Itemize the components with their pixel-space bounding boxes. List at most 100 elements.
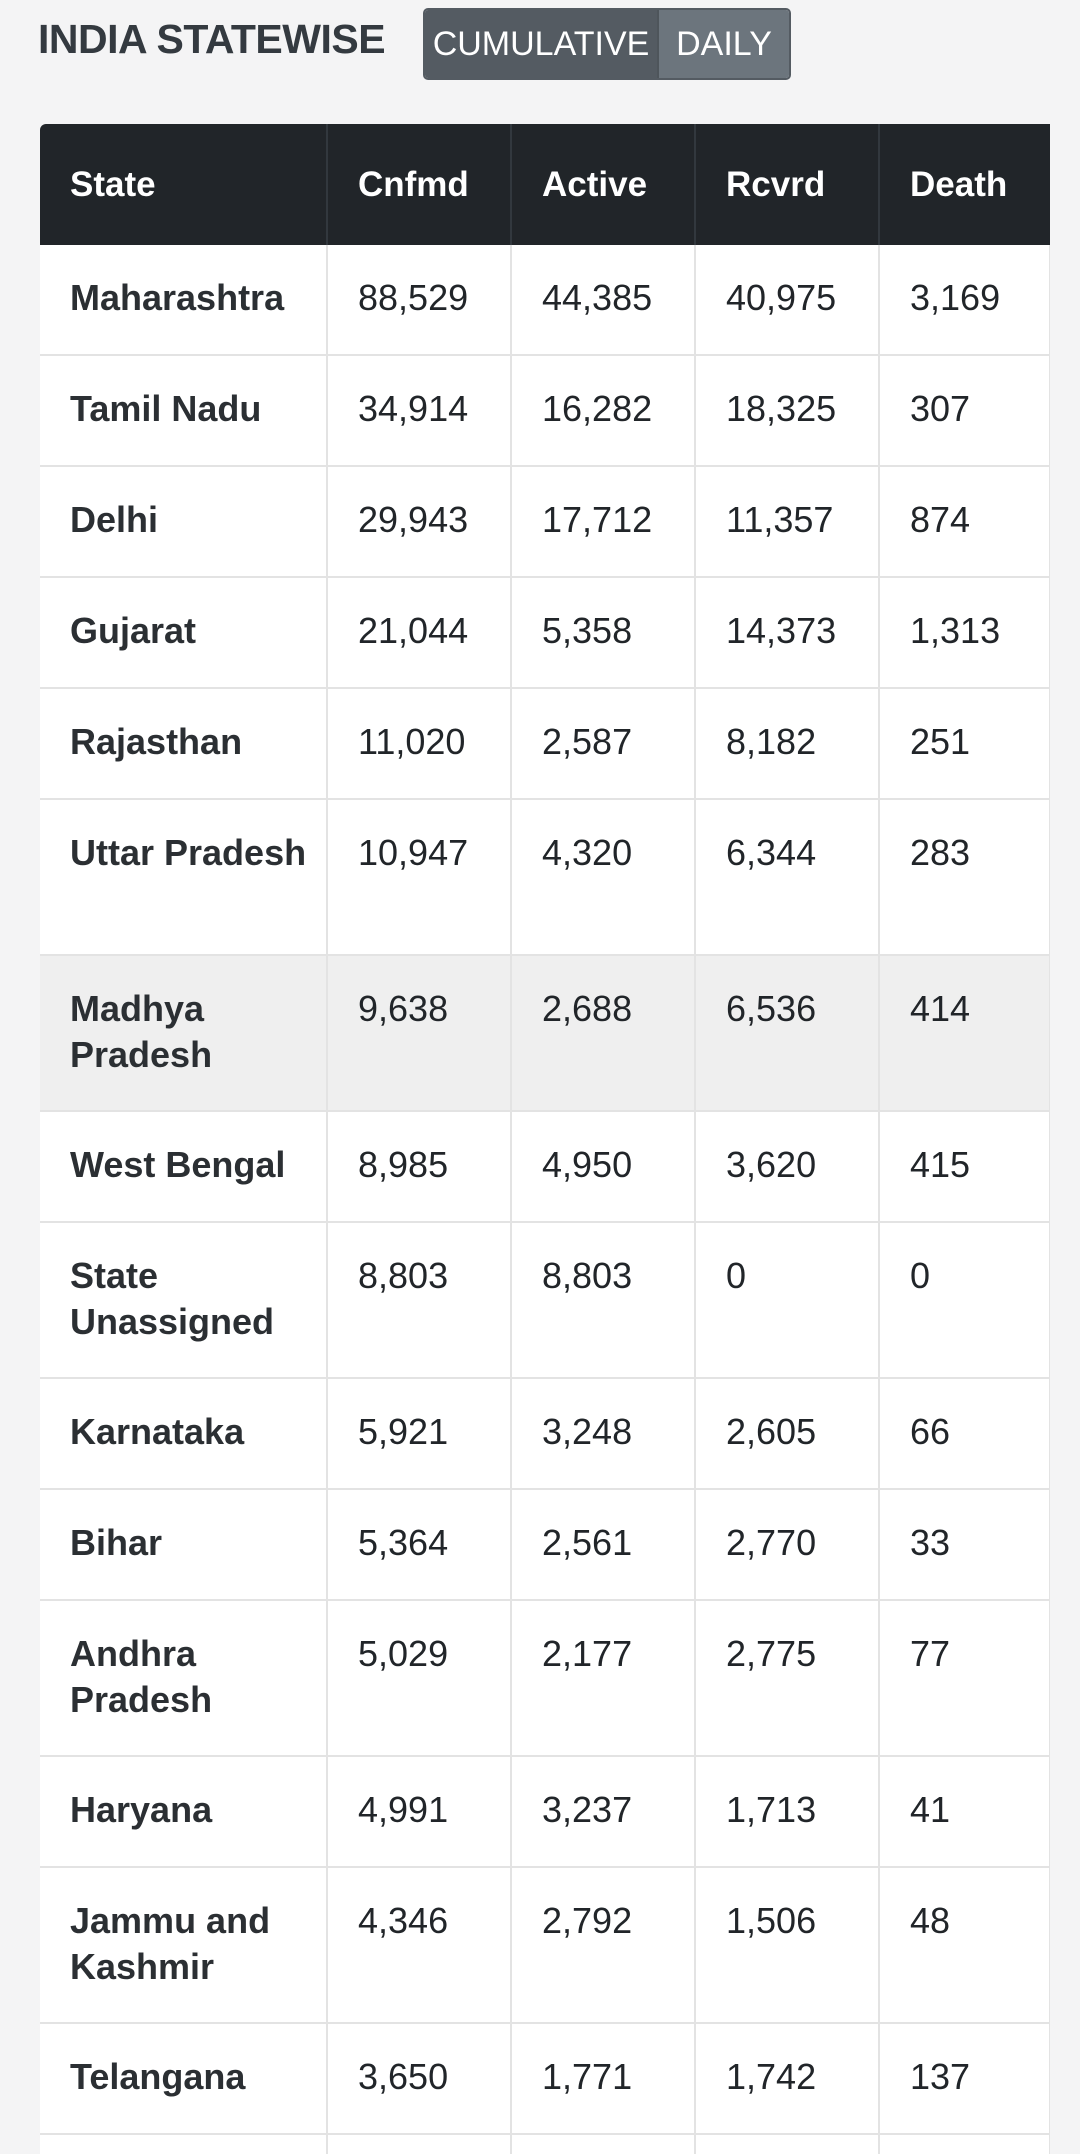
cell-state: Bihar: [40, 1489, 328, 1601]
cell-confirmed: 11,020: [327, 688, 512, 800]
cell-deaths: 251: [879, 688, 1050, 800]
column-header-recovered[interactable]: Rcvrd: [695, 124, 880, 245]
cell-active: 2,561: [511, 1489, 696, 1601]
cell-confirmed: 4,991: [327, 1756, 512, 1868]
cell-deaths: 66: [879, 1378, 1050, 1490]
cell-state: West Bengal: [40, 1111, 328, 1223]
cell-active: 44,385: [511, 245, 696, 356]
page-title: INDIA STATEWISE: [38, 16, 386, 62]
cell-active: 4,320: [511, 799, 696, 956]
cell-state: Rajasthan: [40, 688, 328, 800]
column-header-active[interactable]: Active: [511, 124, 696, 245]
statewise-table: State Cnfmd Active Rcvrd Death Maharasht…: [40, 124, 1050, 2154]
top-bar: INDIA STATEWISE CUMULATIVE DAILY: [0, 0, 1080, 90]
cell-recovered: 6,536: [695, 955, 880, 1112]
cell-active: 1,771: [511, 2023, 696, 2135]
cell-recovered: 3,620: [695, 1111, 880, 1223]
cell-deaths: 1,313: [879, 577, 1050, 689]
cell-confirmed: 88,529: [327, 245, 512, 356]
cell-active: 5,358: [511, 577, 696, 689]
table-row[interactable]: Maharashtra 88,529 44,385 40,975 3,169: [40, 245, 1050, 356]
cell-empty: [879, 2134, 1050, 2154]
cell-state: State Unassigned: [40, 1222, 328, 1379]
cell-deaths: 77: [879, 1600, 1050, 1757]
column-header-confirmed[interactable]: Cnfmd: [327, 124, 512, 245]
cell-deaths: 415: [879, 1111, 1050, 1223]
cell-recovered: 2,605: [695, 1378, 880, 1490]
cell-recovered: 11,357: [695, 466, 880, 578]
cell-state: Delhi: [40, 466, 328, 578]
table-row[interactable]: Madhya Pradesh 9,638 2,688 6,536 414: [40, 955, 1050, 1112]
column-header-state[interactable]: State: [40, 124, 328, 245]
table-row[interactable]: Andhra Pradesh 5,029 2,177 2,775 77: [40, 1600, 1050, 1757]
view-toggle: CUMULATIVE DAILY: [423, 8, 791, 80]
table-row[interactable]: Gujarat 21,044 5,358 14,373 1,313: [40, 577, 1050, 689]
table-row[interactable]: Rajasthan 11,020 2,587 8,182 251: [40, 688, 1050, 800]
cell-recovered: 8,182: [695, 688, 880, 800]
cell-deaths: 0: [879, 1222, 1050, 1379]
cell-state: Uttar Pradesh: [40, 799, 328, 956]
cell-recovered: 40,975: [695, 245, 880, 356]
table-row[interactable]: West Bengal 8,985 4,950 3,620 415: [40, 1111, 1050, 1223]
cell-recovered: 2,770: [695, 1489, 880, 1601]
cell-recovered: 18,325: [695, 355, 880, 467]
column-header-deaths[interactable]: Death: [910, 164, 1008, 204]
cell-confirmed: 21,044: [327, 577, 512, 689]
table-row[interactable]: Delhi 29,943 17,712 11,357 874: [40, 466, 1050, 578]
cell-empty: [511, 2134, 696, 2154]
cell-state: Haryana: [40, 1756, 328, 1868]
cell-recovered: 14,373: [695, 577, 880, 689]
cell-confirmed: 5,921: [327, 1378, 512, 1490]
cell-active: 2,688: [511, 955, 696, 1112]
cell-empty: [40, 2134, 328, 2154]
cell-state: Gujarat: [40, 577, 328, 689]
cell-active: 8,803: [511, 1222, 696, 1379]
cell-active: 2,587: [511, 688, 696, 800]
cell-empty: [327, 2134, 512, 2154]
daily-button[interactable]: DAILY: [657, 10, 789, 78]
cell-deaths: 41: [879, 1756, 1050, 1868]
table-row[interactable]: Bihar 5,364 2,561 2,770 33: [40, 1489, 1050, 1601]
cell-recovered: 1,506: [695, 1867, 880, 2024]
cell-deaths: 874: [879, 466, 1050, 578]
table-row[interactable]: Uttar Pradesh 10,947 4,320 6,344 283: [40, 799, 1050, 956]
cell-confirmed: 4,346: [327, 1867, 512, 2024]
cell-state: Madhya Pradesh: [40, 955, 328, 1112]
cell-recovered: 2,775: [695, 1600, 880, 1757]
table-row[interactable]: Tamil Nadu 34,914 16,282 18,325 307: [40, 355, 1050, 467]
cell-recovered: 1,713: [695, 1756, 880, 1868]
cell-active: 4,950: [511, 1111, 696, 1223]
table-row-partial: [40, 2134, 1050, 2154]
cell-deaths: 33: [879, 1489, 1050, 1601]
table-row[interactable]: Karnataka 5,921 3,248 2,605 66: [40, 1378, 1050, 1490]
cell-state: Karnataka: [40, 1378, 328, 1490]
cell-confirmed: 3,650: [327, 2023, 512, 2135]
table-row[interactable]: State Unassigned 8,803 8,803 0 0: [40, 1222, 1050, 1379]
table-row[interactable]: Haryana 4,991 3,237 1,713 41: [40, 1756, 1050, 1868]
cell-deaths: 283: [879, 799, 1050, 956]
cell-deaths: 48: [879, 1867, 1050, 2024]
cell-confirmed: 5,364: [327, 1489, 512, 1601]
cell-active: 2,177: [511, 1600, 696, 1757]
cell-confirmed: 34,914: [327, 355, 512, 467]
cell-state: Andhra Pradesh: [40, 1600, 328, 1757]
table-row[interactable]: Jammu and Kashmir 4,346 2,792 1,506 48: [40, 1867, 1050, 2024]
cell-deaths: 307: [879, 355, 1050, 467]
cell-deaths: 137: [879, 2023, 1050, 2135]
table-row[interactable]: Telangana 3,650 1,771 1,742 137: [40, 2023, 1050, 2135]
cell-state: Telangana: [40, 2023, 328, 2135]
cell-active: 3,237: [511, 1756, 696, 1868]
statewise-table-container: State Cnfmd Active Rcvrd Death Maharasht…: [40, 124, 1050, 2154]
table-body: Maharashtra 88,529 44,385 40,975 3,169 Tamil …: [40, 245, 1050, 2154]
cell-confirmed: 8,985: [327, 1111, 512, 1223]
cell-empty: [695, 2134, 880, 2154]
cell-deaths: 414: [879, 955, 1050, 1112]
cell-confirmed: 8,803: [327, 1222, 512, 1379]
cell-recovered: 6,344: [695, 799, 880, 956]
cell-active: 17,712: [511, 466, 696, 578]
cell-state: Maharashtra: [40, 245, 328, 356]
cell-confirmed: 9,638: [327, 955, 512, 1112]
cell-recovered: 0: [695, 1222, 880, 1379]
cumulative-button[interactable]: CUMULATIVE: [425, 10, 657, 78]
cell-state: Jammu and Kashmir: [40, 1867, 328, 2024]
